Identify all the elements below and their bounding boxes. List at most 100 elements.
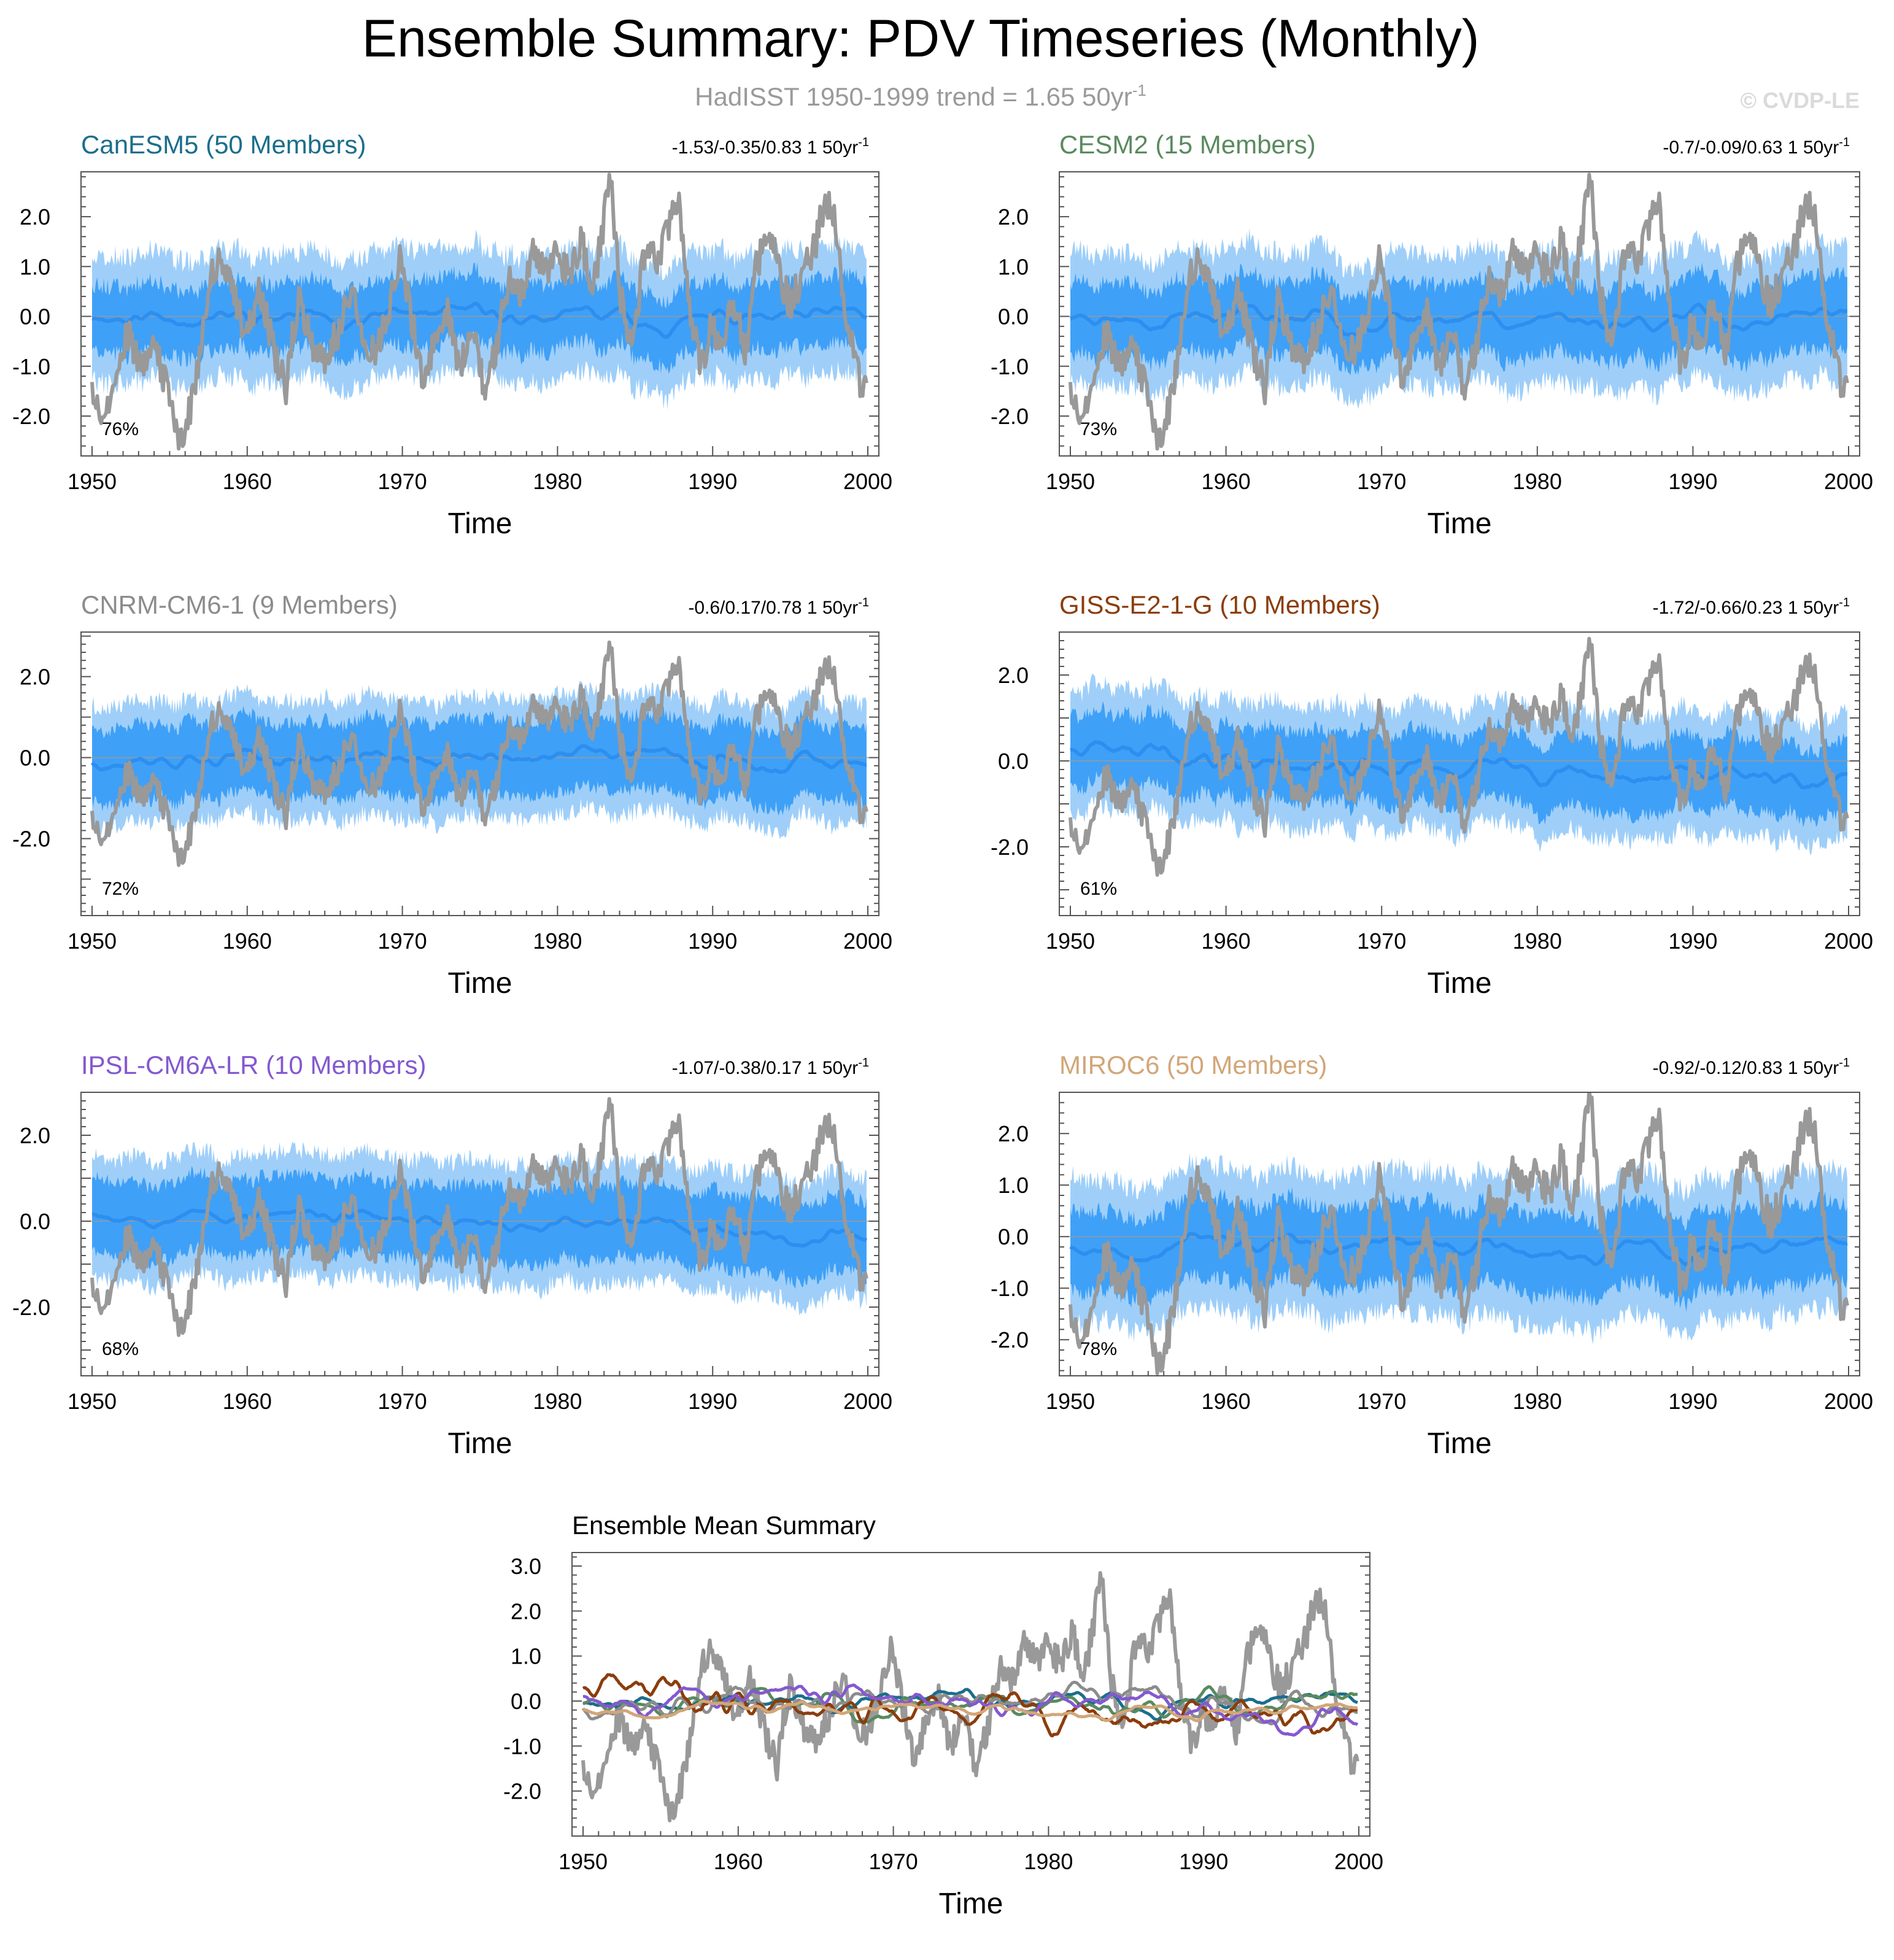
panel-0: 1950 1960 1970 1980 1990 2000 Time 2.0 1.0 0.0 -1.… (12, 130, 892, 540)
x-tick-label: 1960 (714, 1849, 763, 1874)
figure-subtitle: HadISST 1950-1999 trend = 1.65 50yr-1 (695, 81, 1146, 111)
plot-area (81, 1097, 879, 1337)
plot-area (581, 1571, 1359, 1823)
y-tick-label: 2.0 (998, 1121, 1029, 1146)
x-tick-label: 2000 (1334, 1849, 1383, 1874)
panel-title: MIROC6 (50 Members) (1059, 1051, 1327, 1079)
x-axis-label: Time (448, 1427, 512, 1460)
percent-label: 73% (1080, 419, 1117, 439)
y-tick-label: 0.0 (20, 746, 50, 771)
x-tick-label: 2000 (843, 1389, 892, 1414)
x-axis-label: Time (1428, 507, 1492, 540)
x-tick-label: 1970 (1357, 469, 1406, 494)
panel-title: CanESM5 (50 Members) (81, 130, 366, 159)
x-tick-label: 1960 (223, 469, 272, 494)
trend-text: -1.53/-0.35/0.83 1 50yr (672, 137, 859, 158)
y-tick-label: 2.0 (20, 204, 50, 230)
trend-sup: -1 (1839, 596, 1850, 609)
observations-line (1069, 1092, 1849, 1376)
y-tick-label: 0.0 (998, 749, 1029, 774)
y-tick-label: -2.0 (991, 1327, 1029, 1352)
panel-title: CNRM-CM6-1 (9 Members) (81, 590, 398, 619)
y-tick-label: -2.0 (503, 1779, 541, 1804)
spread-band-inner (1070, 701, 1847, 828)
y-tick-label: 1.0 (20, 254, 50, 279)
y-tick-label: -2.0 (12, 1295, 50, 1320)
x-tick-label: 1980 (1513, 928, 1562, 954)
x-tick-label: 1950 (68, 928, 117, 954)
plot-area (1059, 1092, 1860, 1376)
x-tick-label: 1970 (378, 928, 427, 954)
x-tick-label: 1980 (1024, 1849, 1073, 1874)
plot-area (81, 640, 879, 867)
panel-title: IPSL-CM6A-LR (10 Members) (81, 1051, 426, 1079)
y-tick-label: 2.0 (998, 204, 1029, 230)
y-tick-label: 0.0 (20, 304, 50, 330)
x-tick-label: 1990 (688, 1389, 737, 1414)
observations-line (1069, 636, 1849, 877)
y-tick-label: -2.0 (12, 827, 50, 852)
trend-text: -0.92/-0.12/0.83 1 50yr (1653, 1058, 1839, 1078)
x-tick-label: 1950 (1046, 469, 1095, 494)
trend-label: -0.92/-0.12/0.83 1 50yr-1 (1653, 1056, 1850, 1078)
x-tick-label: 2000 (843, 928, 892, 954)
trend-label: -1.07/-0.38/0.17 1 50yr-1 (672, 1056, 869, 1078)
trend-text: -0.7/-0.09/0.63 1 50yr (1663, 137, 1839, 158)
series-line-giss-e2-1-g (582, 1673, 1358, 1738)
percent-label: 76% (102, 419, 139, 439)
trend-label: -1.72/-0.66/0.23 1 50yr-1 (1653, 596, 1850, 618)
x-tick-label: 1970 (869, 1849, 918, 1874)
x-tick-label: 1950 (559, 1849, 608, 1874)
y-tick-label: 2.0 (511, 1599, 541, 1624)
percent-label: 68% (102, 1339, 139, 1359)
y-tick-label: 3.0 (511, 1554, 541, 1579)
y-tick-label: -1.0 (503, 1734, 541, 1759)
x-axis-label: Time (1428, 967, 1492, 1000)
x-tick-label: 1960 (1202, 469, 1251, 494)
x-tick-label: 1970 (1357, 928, 1406, 954)
x-tick-label: 2000 (1824, 928, 1873, 954)
x-axis-label: Time (448, 507, 512, 540)
panels: 1950 1960 1970 1980 1990 2000 Time 2.0 1.0 0.0 -1.… (12, 130, 1873, 1920)
x-tick-label: 2000 (843, 469, 892, 494)
y-tick-label: 1.0 (998, 1173, 1029, 1198)
y-tick-label: 2.0 (20, 1123, 50, 1148)
x-tick-label: 1970 (1357, 1389, 1406, 1414)
trend-label: -0.6/0.17/0.78 1 50yr-1 (688, 596, 869, 618)
x-tick-label: 1960 (223, 928, 272, 954)
trend-text: -1.72/-0.66/0.23 1 50yr (1653, 598, 1839, 618)
panel-title: GISS-E2-1-G (10 Members) (1059, 590, 1380, 619)
observations-line (90, 640, 868, 867)
percent-label: 78% (1080, 1339, 1117, 1359)
y-tick-label: 0.0 (998, 304, 1029, 330)
subtitle-text: HadISST 1950-1999 trend = 1.65 50yr (695, 82, 1132, 111)
trend-sup: -1 (858, 1056, 869, 1070)
percent-label: 61% (1080, 879, 1117, 899)
panel-3: 1950 1960 1970 1980 1990 2000 Time 2.0 0.0 -2.0 GI… (991, 590, 1873, 1000)
x-tick-label: 1980 (1513, 469, 1562, 494)
x-tick-label: 1990 (1668, 469, 1717, 494)
trend-label: -0.7/-0.09/0.63 1 50yr-1 (1663, 136, 1850, 158)
x-tick-label: 1980 (533, 928, 582, 954)
x-axis-label: Time (448, 967, 512, 1000)
x-tick-label: 1990 (688, 928, 737, 954)
panel-4: 1950 1960 1970 1980 1990 2000 Time 2.0 0.0 -2.0 IP… (12, 1051, 892, 1460)
spread-band-inner (92, 262, 867, 374)
series-line-miroc6 (582, 1699, 1358, 1723)
x-tick-label: 1990 (1668, 928, 1717, 954)
observations-line (90, 172, 868, 451)
y-tick-label: 1.0 (998, 254, 1029, 279)
trend-sup: -1 (1839, 1056, 1850, 1070)
y-tick-label: 0.0 (998, 1224, 1029, 1249)
y-tick-label: -1.0 (12, 354, 50, 379)
x-tick-label: 1960 (1202, 928, 1251, 954)
trend-text: -1.07/-0.38/0.17 1 50yr (672, 1058, 859, 1078)
ensemble-mean-line (1070, 740, 1848, 790)
ensemble-mean-line (1069, 1232, 1848, 1267)
spread-band-inner (1070, 1187, 1847, 1313)
x-tick-label: 1990 (1179, 1849, 1228, 1874)
plot-area (1059, 172, 1860, 451)
trend-sup: -1 (858, 596, 869, 609)
x-tick-label: 1950 (68, 1389, 117, 1414)
